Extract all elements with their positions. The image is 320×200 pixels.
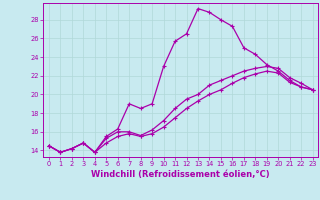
X-axis label: Windchill (Refroidissement éolien,°C): Windchill (Refroidissement éolien,°C) bbox=[92, 170, 270, 179]
